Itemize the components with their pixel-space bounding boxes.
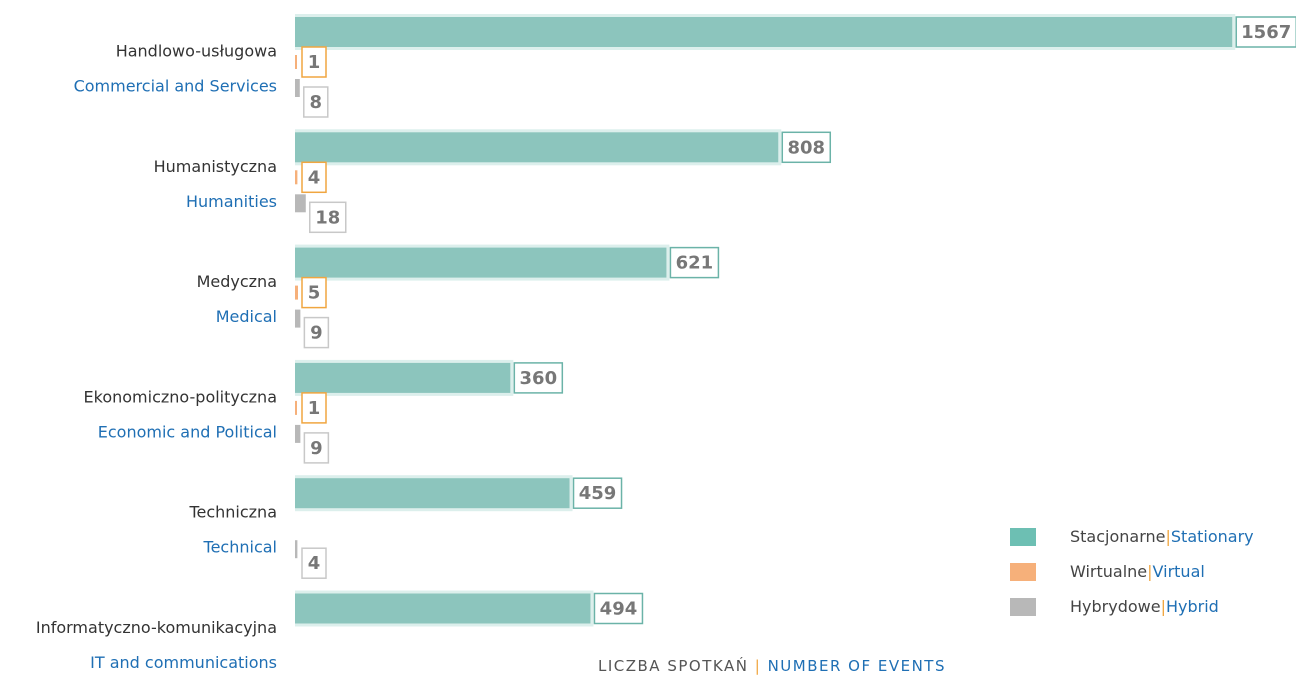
legend-separator: | [1147, 562, 1152, 581]
value-label-box [303, 86, 329, 118]
value-label-box [669, 246, 720, 279]
bar [295, 593, 591, 624]
value-label: 4 [308, 167, 321, 188]
legend-swatch [1010, 563, 1036, 581]
value-label-box [303, 432, 330, 464]
bar [295, 194, 306, 213]
value-label-box [593, 592, 644, 625]
x-label-en: NUMBER OF EVENTS [768, 657, 946, 675]
legend-name-en: Virtual [1153, 562, 1205, 581]
value-label: 1 [308, 398, 321, 419]
legend-swatch [1010, 598, 1036, 616]
category-label-en: Humanities [186, 192, 277, 211]
category-label-en: Commercial and Services [74, 77, 277, 96]
value-label: 1 [308, 52, 321, 73]
legend-entry: Stacjonarne|Stationary [1070, 527, 1254, 546]
legend-name: Stacjonarne [1070, 527, 1166, 546]
value-label: 808 [787, 137, 825, 158]
value-label: 18 [315, 207, 340, 228]
bar [295, 17, 1233, 47]
value-label: 494 [600, 599, 638, 620]
value-label: 4 [308, 553, 321, 574]
category-label: Techniczna [188, 503, 277, 522]
bar [295, 170, 298, 185]
bar [295, 285, 298, 300]
value-label-box [309, 201, 347, 234]
value-label-box [572, 477, 623, 509]
legend-separator: | [1161, 597, 1166, 616]
bar [295, 55, 297, 69]
value-label: 360 [520, 368, 558, 389]
category-label: Handlowo-usługowa [116, 42, 277, 61]
bar [295, 247, 667, 278]
bar [295, 400, 297, 415]
legend-entry: Hybrydowe|Hybrid [1070, 597, 1219, 616]
value-label-box [303, 316, 330, 349]
value-label-box [301, 276, 327, 309]
category-label: Humanistyczna [154, 157, 277, 176]
legend-name: Wirtualne [1070, 562, 1147, 581]
bar [295, 540, 298, 559]
bar [295, 362, 511, 393]
value-label-box [781, 131, 832, 164]
value-label: 1567 [1241, 22, 1291, 43]
value-label: 621 [676, 253, 714, 274]
value-label-box [513, 362, 564, 394]
category-label: Medyczna [197, 272, 277, 291]
value-label-box [301, 46, 327, 78]
category-label-en: Technical [203, 538, 277, 557]
value-label-box [301, 547, 327, 579]
category-label-en: IT and communications [90, 653, 277, 672]
category-label: Informatyczno-komunikacyjna [36, 618, 277, 637]
value-label: 5 [308, 283, 321, 304]
bar [295, 424, 301, 443]
category-label-en: Economic and Political [98, 422, 277, 441]
category-label: Ekonomiczno-polityczna [84, 387, 277, 406]
value-label: 9 [310, 438, 323, 459]
value-label-box [301, 392, 327, 424]
legend-entry: Wirtualne|Virtual [1070, 562, 1205, 581]
x-axis-label: LICZBA SPOTKAŃ | NUMBER OF EVENTS [598, 656, 946, 675]
legend-separator: | [1166, 527, 1171, 546]
category-label-en: Medical [216, 307, 277, 326]
value-label: 8 [310, 92, 323, 113]
bar [295, 132, 779, 163]
legend-name-en: Hybrid [1166, 597, 1219, 616]
legend-name-en: Stationary [1171, 527, 1254, 546]
value-label-box [301, 161, 327, 194]
value-label: 459 [579, 483, 617, 504]
bar [295, 309, 301, 328]
legend-swatch [1010, 528, 1036, 546]
bar [295, 79, 300, 97]
bar [295, 478, 570, 509]
value-label-box [1235, 16, 1296, 48]
legend-name: Hybrydowe [1070, 597, 1161, 616]
separator: | [755, 657, 762, 675]
value-label: 9 [310, 323, 323, 344]
x-label-pl: LICZBA SPOTKAŃ [598, 656, 748, 675]
